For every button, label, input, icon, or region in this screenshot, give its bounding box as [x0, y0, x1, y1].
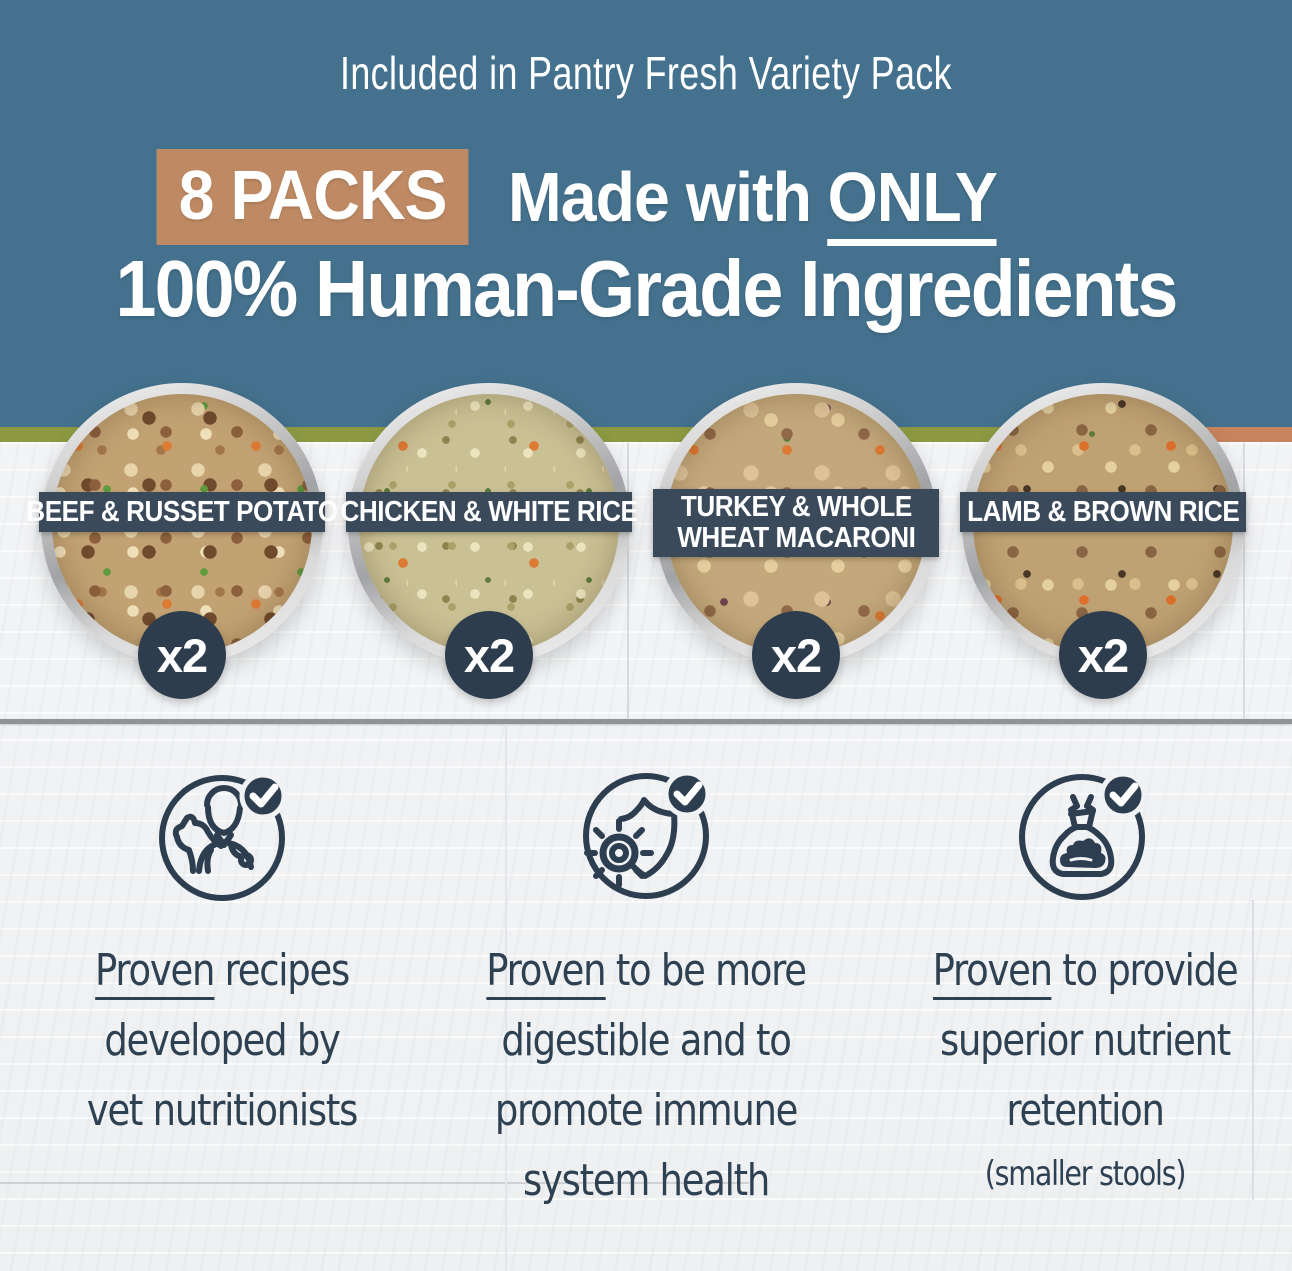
checkmark-badge [1099, 771, 1147, 819]
count-badge: x2 [138, 611, 226, 699]
recipe-label: BEEF & RUSSET POTATO [26, 495, 338, 528]
underlined-proven: Proven [486, 945, 607, 1000]
benefit-line: Proven to be more [470, 936, 823, 1006]
benefit-text-retention: Proven to provide superior nutrient rete… [909, 936, 1262, 1202]
poop-icon [1060, 838, 1106, 868]
bowl-turkey-macaroni: TURKEY & WHOLE WHEAT MACARONI x2 [653, 383, 939, 699]
headline-prefix: Made with [507, 158, 812, 236]
plank-seam [0, 1182, 750, 1184]
benefit-line: developed by [104, 1015, 341, 1066]
count-label: x2 [463, 628, 515, 682]
recipe-label: WHEAT MACARONI [676, 522, 916, 554]
checkmark-badge [663, 770, 711, 818]
benefit-line: Proven recipes [46, 936, 399, 1006]
benefit-line: promote immune [494, 1085, 799, 1136]
immune-shield-icon [583, 770, 711, 899]
count-badge: x2 [445, 611, 533, 699]
count-badge: x2 [1059, 611, 1147, 699]
benefit-line: Proven to provide [909, 936, 1262, 1006]
benefit-line: vet nutritionists [86, 1085, 359, 1136]
headline-line2: 100% Human-Grade Ingredients [115, 244, 1179, 333]
recipe-label-banner: TURKEY & WHOLE WHEAT MACARONI [653, 489, 939, 557]
plank-seam [1252, 900, 1254, 1200]
headline-row: 8 PACKS Made with ONLY [0, 143, 1237, 251]
plank-seam [1243, 443, 1245, 719]
checkmark-icon [249, 783, 279, 808]
benefit-line: digestible and to [501, 1015, 791, 1066]
count-badge: x2 [752, 611, 840, 699]
benefit-line-rest: to provide [1051, 945, 1238, 996]
recipe-label: LAMB & BROWN RICE [966, 495, 1240, 528]
underlined-proven: Proven [95, 945, 215, 1000]
count-label: x2 [156, 628, 208, 682]
benefit-note: (smaller stools) [984, 1154, 1187, 1194]
benefit-text-digestible: Proven to be more digestible and to prom… [470, 936, 823, 1216]
virus-icon [584, 818, 654, 888]
count-label: x2 [1077, 628, 1129, 682]
underlined-proven: Proven [932, 945, 1053, 1000]
recipe-label-banner: CHICKEN & WHITE RICE [341, 492, 638, 532]
benefit-line: superior nutrient [940, 1015, 1231, 1066]
benefit-line-rest: to be more [605, 945, 807, 996]
count-label: x2 [770, 628, 822, 682]
recipe-label-banner: LAMB & BROWN RICE [960, 492, 1246, 532]
bowl-beef-russet-potato: BEEF & RUSSET POTATO x2 [26, 383, 338, 699]
benefit-line: system health [523, 1155, 770, 1206]
packs-count-badge: 8 PACKS [156, 149, 469, 245]
recipe-label-banner: BEEF & RUSSET POTATO [26, 492, 338, 532]
bowl-lamb-brown-rice: LAMB & BROWN RICE x2 [960, 383, 1246, 699]
recipe-label: CHICKEN & WHITE RICE [340, 495, 638, 528]
headline-made-with: Made with ONLY [507, 157, 998, 246]
recipe-label: TURKEY & WHOLE [680, 491, 912, 523]
waste-bag-icon [1019, 771, 1147, 900]
plank-seam [505, 724, 507, 1271]
benefit-line: retention [1006, 1085, 1164, 1136]
benefit-line-rest: recipes [214, 945, 351, 996]
plank-seam [0, 719, 1292, 724]
plank-seam [627, 443, 629, 719]
headline-only-underlined: ONLY [827, 158, 998, 246]
bowl-chicken-white-rice: CHICKEN & WHITE RICE x2 [341, 383, 638, 699]
vet-nutritionist-icon [159, 772, 287, 901]
included-line: Included in Pantry Fresh Variety Pack [339, 47, 953, 99]
checkmark-icon [673, 781, 703, 806]
checkmark-icon [1109, 782, 1139, 807]
benefit-text-recipes: Proven recipes developed by vet nutritio… [46, 936, 399, 1146]
checkmark-badge [239, 772, 287, 820]
